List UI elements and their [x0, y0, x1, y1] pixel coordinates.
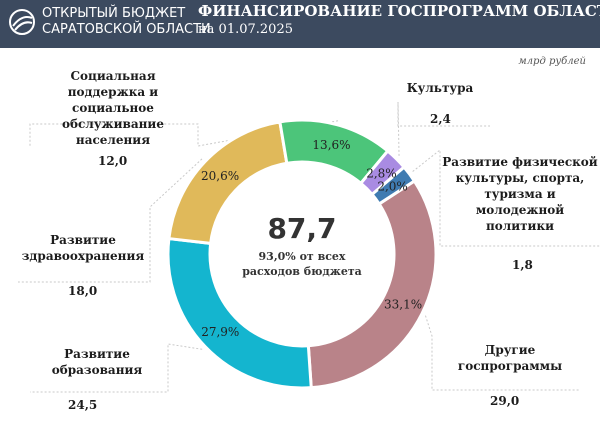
unit-label: млрд рублей — [518, 56, 586, 67]
value-health: 18,0 — [68, 284, 98, 298]
value-social: 12,0 — [98, 154, 128, 168]
leader-line-health — [18, 158, 203, 283]
label-other: Другие госпрограммы — [457, 343, 563, 373]
org-line-2: САРАТОВСКОЙ ОБЛАСТИ — [42, 22, 211, 37]
label-social: Социальная поддержка и социальное обслуж… — [62, 69, 164, 147]
percent-label-social: 13,6% — [312, 138, 350, 152]
percent-label-other: 33,1% — [384, 297, 422, 311]
label-health: Развитие здравоохранения — [21, 233, 145, 263]
percent-label-education: 27,9% — [201, 325, 239, 339]
center-caption-line-1: 93,0% от всех — [259, 250, 346, 263]
label-sport: Развитие физической культуры, спорта, ту… — [442, 155, 598, 233]
value-other: 29,0 — [490, 394, 520, 408]
percent-label-health: 20,6% — [201, 169, 239, 183]
label-education: Развитие образования — [51, 347, 143, 377]
value-sport: 1,8 — [512, 258, 533, 272]
percent-labels: 33,1% 27,9% 20,6% 13,6% 2,8%2,0% — [201, 138, 422, 339]
label-culture: Культура — [406, 81, 474, 95]
leader-lines — [18, 101, 600, 393]
page-subtitle: на 01.07.2025 — [198, 22, 293, 37]
leader-line-sport — [412, 148, 600, 247]
header-bar: ОТКРЫТЫЙ БЮДЖЕТ САРАТОВСКОЙ ОБЛАСТИ ФИНА… — [0, 0, 600, 48]
center-caption-line-2: расходов бюджета — [242, 265, 362, 278]
leader-line-other — [425, 315, 580, 391]
slice-sport — [369, 165, 417, 206]
budget-logo-icon — [9, 9, 35, 35]
center-total: 87,7 — [267, 212, 336, 245]
donut-slices — [166, 118, 438, 390]
leader-line-social — [29, 120, 339, 147]
org-line-1: ОТКРЫТЫЙ БЮДЖЕТ — [42, 6, 186, 21]
percent-label-sport: 2,0% — [377, 179, 408, 193]
organization-name: ОТКРЫТЫЙ БЮДЖЕТ САРАТОВСКОЙ ОБЛАСТИ — [42, 6, 211, 38]
leader-line-education — [30, 343, 203, 393]
value-culture: 2,4 — [430, 112, 451, 126]
percent-label-culture: 2,8% — [366, 167, 397, 181]
leader-line-culture — [397, 101, 490, 156]
page-title: ФИНАНСИРОВАНИЕ ГОСПРОГРАММ ОБЛАСТИ — [198, 2, 600, 20]
value-education: 24,5 — [68, 398, 98, 412]
slice-other — [306, 178, 438, 390]
